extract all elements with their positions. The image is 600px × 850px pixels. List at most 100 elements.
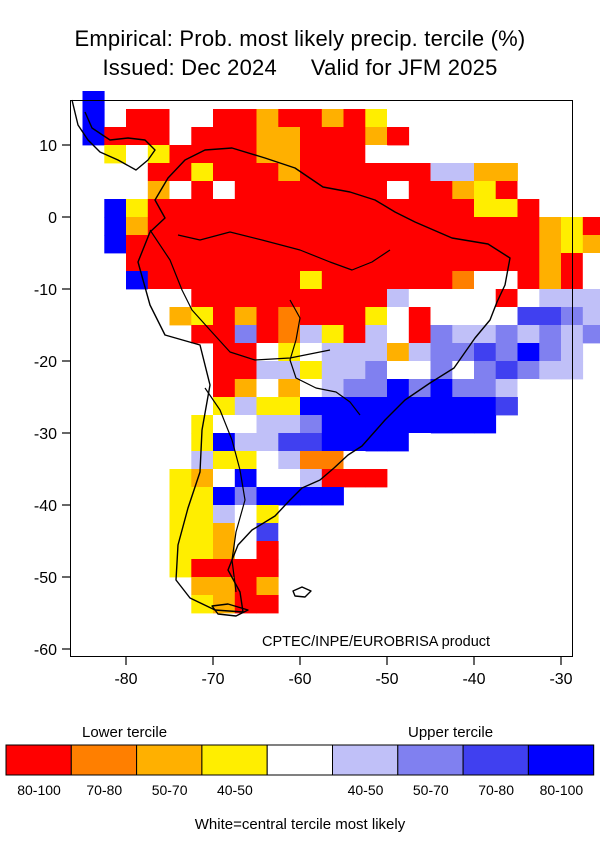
x-tick-label: -70 [201,671,224,688]
grid-cell [430,415,453,434]
grid-cell [365,109,388,128]
legend-swatch [136,744,203,776]
grid-cell [321,415,344,434]
grid-cell [213,307,236,326]
grid-cell [169,271,192,290]
lower-tercile-label: Lower tercile [82,724,168,741]
grid-cell [430,343,453,362]
legend-swatch [201,744,268,776]
issued-date: Issued: Dec 2024 [102,55,277,80]
grid-cell [278,217,301,236]
grid-cell [474,325,497,344]
grid-cell [213,127,236,146]
grid-cell [256,361,279,380]
grid-cell [126,217,149,236]
grid-cell [517,343,540,362]
y-tick-label: -10 [34,282,57,299]
grid-cell [430,289,453,308]
grid-cell [387,199,410,218]
credit-text: CPTEC/INPE/EUROBRISA product [262,634,490,650]
grid-cell [191,559,214,578]
grid-cell [321,127,344,146]
grid-cell [169,253,192,272]
grid-cell [300,379,323,398]
grid-cell [343,127,366,146]
grid-cell [517,253,540,272]
grid-cell [213,541,236,560]
grid-cell [495,253,518,272]
legend-value-label: 80-100 [539,782,584,798]
grid-cell [517,379,540,398]
grid-cell [234,541,257,560]
grid-cell [169,217,192,236]
grid-cell [495,343,518,362]
grid-cell [191,325,214,344]
legend-value-label: 40-50 [216,782,253,798]
grid-cell [452,217,475,236]
grid-cell [256,109,279,128]
grid-cell [539,253,562,272]
grid-cell [147,145,170,164]
grid-cell [300,397,323,416]
grid-cell [517,307,540,326]
grid-cell [234,361,257,380]
axis-ticks [62,144,562,665]
grid-cell [452,361,475,380]
grid-cell [278,127,301,146]
grid-cell [300,307,323,326]
y-tick-label: 10 [39,138,57,155]
grid-cell [256,325,279,344]
grid-cell [191,271,214,290]
grid-cell [300,109,323,128]
grid-cell [278,379,301,398]
grid-cell [365,361,388,380]
grid-cell [582,271,600,290]
grid-cell [191,289,214,308]
grid-cell [256,559,279,578]
grid-cell [365,235,388,254]
grid-cell [321,343,344,362]
grid-cell [213,577,236,596]
grid-cell [300,469,323,488]
grid-cell [126,127,149,146]
grid-cell [539,343,562,362]
grid-cell [474,343,497,362]
grid-cell [474,415,497,434]
grid-cell [256,595,279,614]
grid-cell [191,577,214,596]
grid-cell [191,307,214,326]
y-tick-label: -50 [34,570,57,587]
grid-cell [387,433,410,452]
legend-swatch [462,744,529,776]
grid-cell [191,199,214,218]
legend-value-label: 70-80 [86,782,123,798]
grid-cell [517,217,540,236]
grid-cell [495,379,518,398]
grid-cell [104,235,127,254]
grid-cell [300,271,323,290]
grid-cell [147,109,170,128]
grid-cell [300,181,323,200]
grid-cell [474,271,497,290]
grid-cell [495,199,518,218]
grid-cell [300,451,323,470]
y-tick-label: -20 [34,354,57,371]
grid-cell [539,199,562,218]
grid-cell [256,469,279,488]
grid-cell [191,253,214,272]
grid-cell [300,487,323,506]
grid-cell [213,217,236,236]
map-frame [70,100,573,657]
grid-cell [278,289,301,308]
grid-cell [169,487,192,506]
grid-cell [104,127,127,146]
grid-cell [278,199,301,218]
grid-cell [343,307,366,326]
grid-cell [82,109,105,128]
grid-cell [213,109,236,128]
y-tick-label: -30 [34,426,57,443]
grid-cell [539,289,562,308]
grid-cell [169,109,192,128]
grid-cell [234,325,257,344]
grid-cell [256,163,279,182]
